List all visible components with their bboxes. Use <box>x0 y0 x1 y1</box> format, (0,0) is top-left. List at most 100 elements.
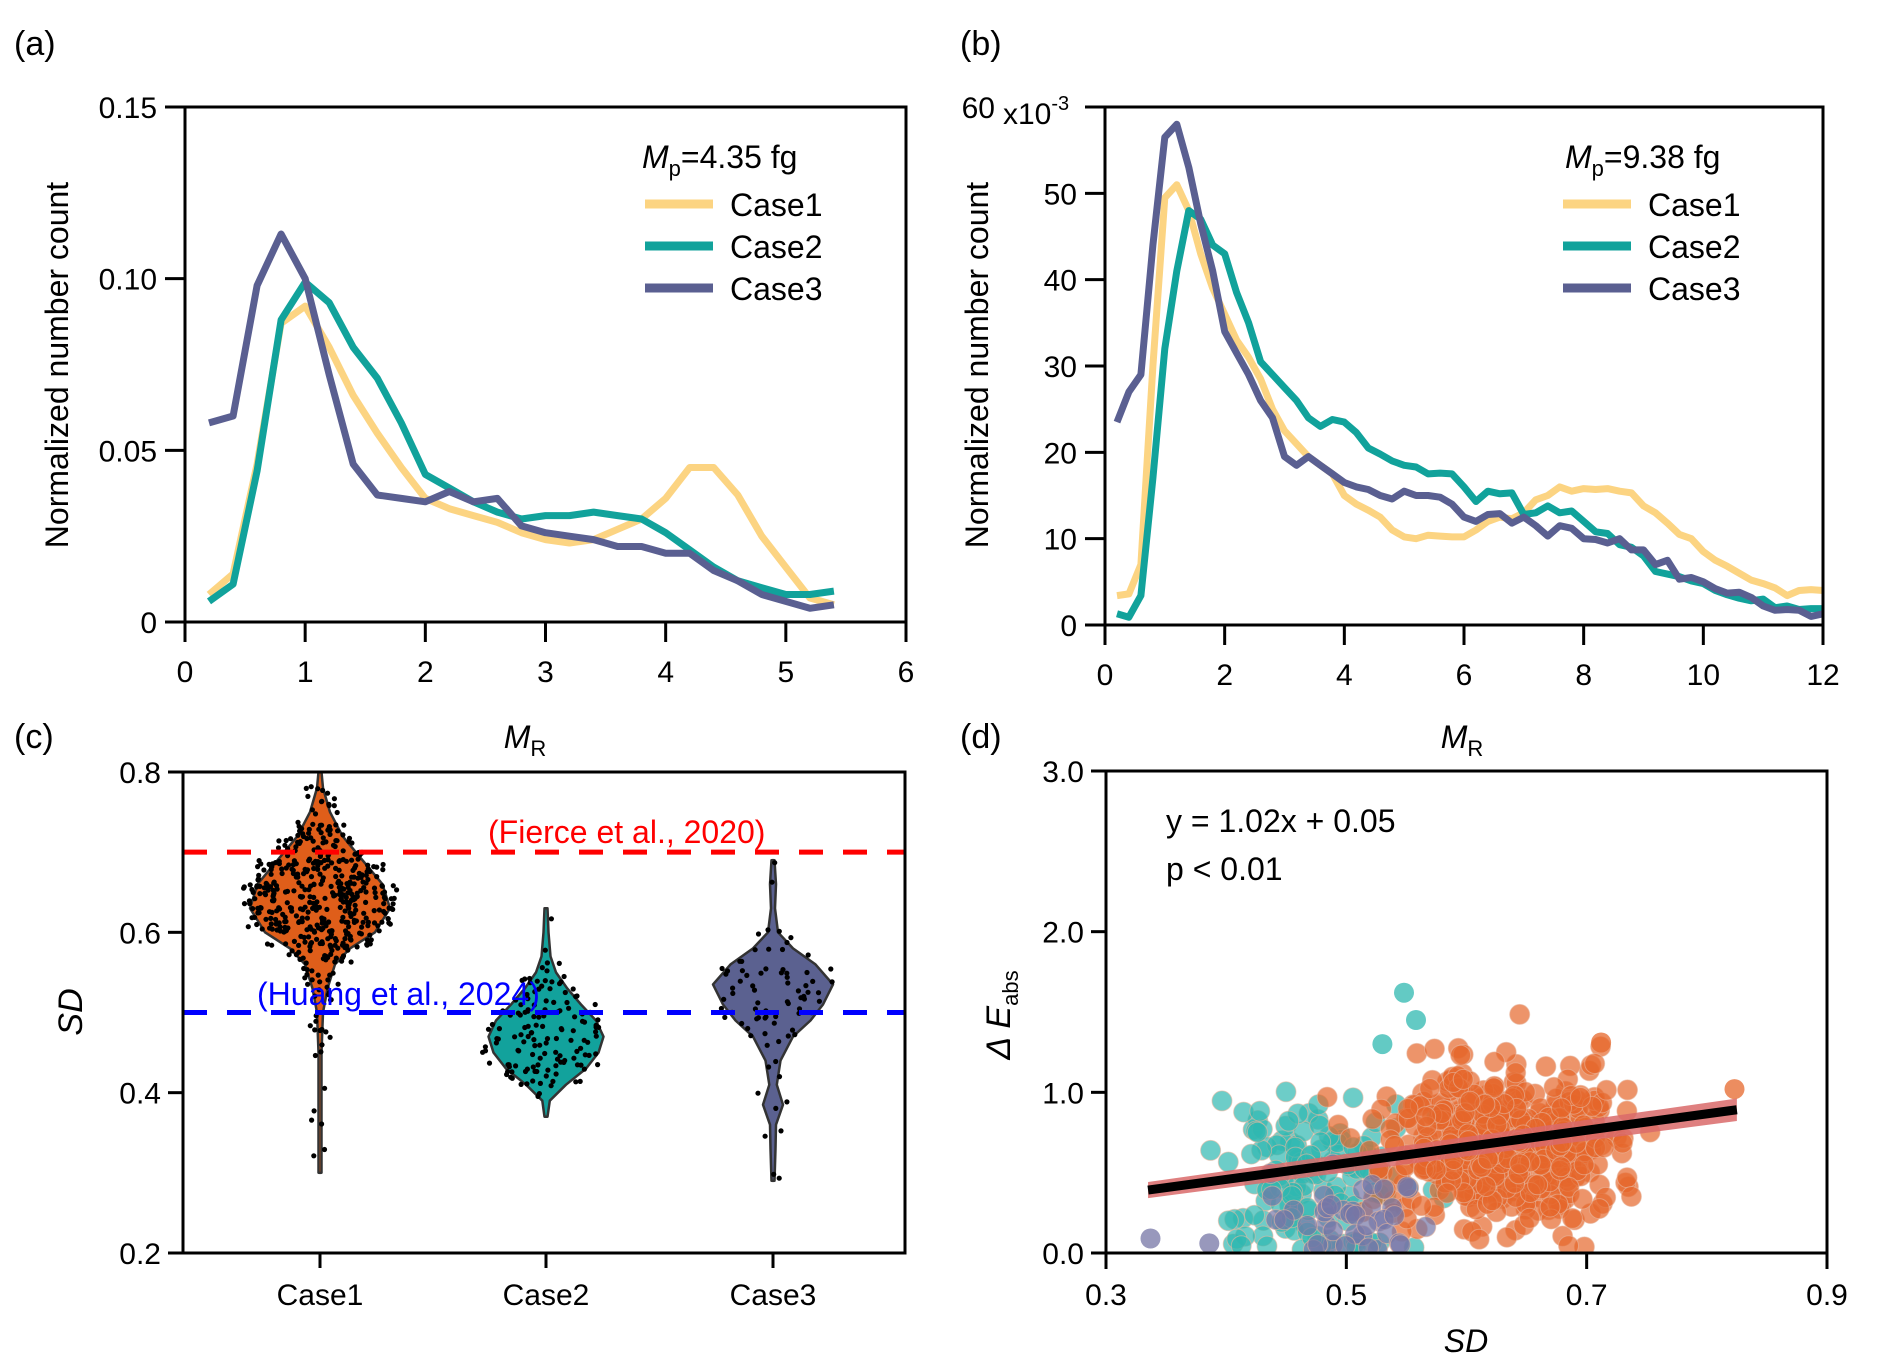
data-point-case1 <box>326 802 332 809</box>
scatter-point-case2 <box>1275 1081 1297 1103</box>
x-axis-label-b-sub: R <box>1467 736 1483 761</box>
data-point-case1 <box>266 909 273 915</box>
data-point-case3 <box>719 965 725 972</box>
data-point-case2 <box>570 986 576 992</box>
x-tick-label-d: 0.9 <box>1806 1279 1848 1312</box>
legend-label-a-case1: Case1 <box>730 187 823 223</box>
data-point-case2 <box>579 1018 586 1024</box>
data-point-case3 <box>801 993 807 1000</box>
data-point-case2 <box>524 1081 530 1087</box>
data-point-case2 <box>550 1078 556 1084</box>
data-point-case1 <box>323 954 329 960</box>
data-point-case3 <box>810 978 816 985</box>
data-point-case1 <box>324 906 330 913</box>
x-tick-label-b: 10 <box>1687 659 1720 692</box>
data-point-case3 <box>803 983 809 989</box>
scatter-point-case3 <box>1307 1234 1329 1253</box>
data-point-case2 <box>574 993 580 999</box>
data-point-case1 <box>356 870 362 877</box>
y-tick-label-d: 0.0 <box>1042 1238 1084 1271</box>
data-point-case1 <box>280 911 286 918</box>
data-point-case3 <box>792 1032 798 1038</box>
data-point-case1 <box>316 904 322 910</box>
data-point-case3 <box>762 1031 768 1037</box>
scatter-point-case1 <box>1496 1226 1518 1248</box>
data-point-case2 <box>485 1026 492 1032</box>
data-point-case1 <box>375 923 381 929</box>
x-axis-label-a: MR <box>504 719 547 761</box>
data-point-case1 <box>273 916 279 923</box>
data-point-case2 <box>582 1052 588 1058</box>
data-point-case1 <box>293 874 299 880</box>
data-point-case1 <box>380 867 386 873</box>
data-point-case1 <box>386 920 392 926</box>
data-point-case1 <box>316 987 322 993</box>
data-point-case2 <box>558 1059 564 1065</box>
data-point-case1 <box>250 889 256 896</box>
data-point-case1 <box>270 893 276 899</box>
data-point-case1 <box>379 919 385 925</box>
scatter-point-case1 <box>1527 1174 1549 1196</box>
axes-frame-b <box>1103 105 1825 627</box>
data-point-case1 <box>352 896 358 902</box>
data-point-case1 <box>340 940 346 946</box>
data-point-case2 <box>531 1002 537 1008</box>
data-point-case2 <box>505 1069 511 1075</box>
data-point-case1 <box>381 901 387 907</box>
scatter-point-case1 <box>1539 1196 1561 1218</box>
data-point-case1 <box>394 887 400 893</box>
scatter-point-case2 <box>1278 1110 1300 1132</box>
data-point-case2 <box>536 1014 542 1020</box>
data-point-case1 <box>342 908 348 914</box>
data-point-case1 <box>295 819 301 826</box>
scatter-point-case1 <box>1550 1156 1572 1178</box>
scatter-point-case1 <box>1450 1044 1472 1066</box>
y-axis-scale-b-exp: -3 <box>1051 93 1069 115</box>
data-point-case1 <box>255 864 261 870</box>
data-point-case1 <box>346 905 352 911</box>
data-point-case1 <box>329 860 335 866</box>
data-point-case1 <box>331 796 337 802</box>
data-point-case1 <box>241 901 248 907</box>
x-tick-label-a: 2 <box>417 656 434 689</box>
y-tick-label-a: 0.05 <box>99 435 157 468</box>
data-point-case2 <box>593 1051 599 1057</box>
data-point-case2 <box>544 960 551 966</box>
data-point-case1 <box>335 945 341 951</box>
data-point-case1 <box>245 924 251 930</box>
data-point-case1 <box>340 892 346 898</box>
data-point-case2 <box>525 1023 531 1029</box>
data-point-case1 <box>284 900 290 906</box>
data-point-case2 <box>553 1049 559 1055</box>
data-point-case1 <box>372 890 378 896</box>
data-point-case3 <box>772 860 778 866</box>
data-point-case1 <box>269 898 276 904</box>
data-point-case1 <box>331 803 337 809</box>
data-point-case3 <box>766 1064 772 1070</box>
scatter-point-case1 <box>1425 1159 1447 1181</box>
scatter-layer-d <box>1140 982 1745 1253</box>
data-point-case2 <box>544 968 550 974</box>
data-point-case1 <box>357 930 363 936</box>
scatter-point-case3 <box>1415 1216 1437 1238</box>
data-point-case1 <box>254 883 260 889</box>
data-point-case3 <box>816 998 823 1004</box>
data-point-case2 <box>525 996 531 1002</box>
data-point-case3 <box>805 989 811 995</box>
data-point-case3 <box>784 1099 790 1105</box>
data-point-case1 <box>302 866 308 873</box>
data-point-case1 <box>282 842 288 848</box>
data-point-case2 <box>553 1071 559 1077</box>
data-point-case1 <box>328 997 334 1003</box>
data-point-case2 <box>592 1001 598 1008</box>
data-point-case3 <box>773 1058 779 1065</box>
data-point-case2 <box>548 1083 554 1089</box>
data-point-case2 <box>558 979 564 985</box>
data-point-case1 <box>283 941 289 947</box>
x-tick-label-c: Case2 <box>503 1279 590 1312</box>
data-point-case2 <box>518 1081 524 1087</box>
data-point-case2 <box>505 1062 511 1068</box>
scatter-point-case1 <box>1327 1114 1349 1136</box>
data-point-case1 <box>283 837 289 844</box>
panel-label-c: (c) <box>14 718 54 756</box>
